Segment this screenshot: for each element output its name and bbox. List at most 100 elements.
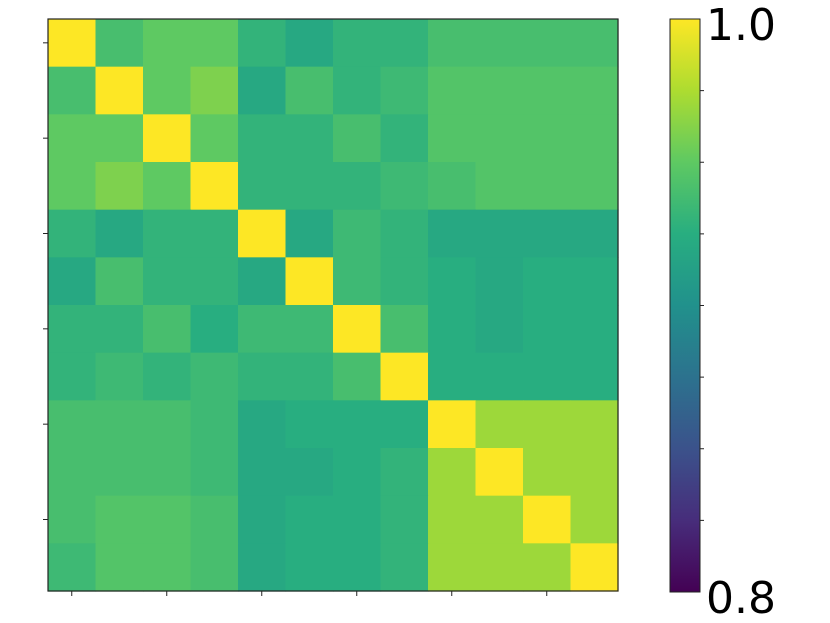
heatmap-cell (523, 352, 572, 401)
colorbar-ticks (700, 90, 704, 521)
heatmap-cell (285, 66, 334, 115)
heatmap-cell (333, 305, 382, 354)
heatmap-cell (570, 495, 619, 544)
heatmap-cell (143, 352, 192, 401)
heatmap-cell (190, 66, 239, 115)
heatmap-cell (143, 543, 192, 592)
heatmap-cell (48, 448, 97, 497)
heatmap-cell (523, 495, 572, 544)
heatmap-cell (285, 495, 334, 544)
heatmap-cell (570, 543, 619, 592)
heatmap-cell (380, 495, 429, 544)
heatmap-cell (238, 543, 287, 592)
heatmap-cell (48, 114, 97, 163)
heatmap-cell (143, 19, 192, 68)
heatmap-cell (523, 400, 572, 449)
heatmap-frame (47, 18, 619, 592)
heatmap-cell (523, 114, 572, 163)
heatmap-cell (238, 19, 287, 68)
heatmap-cell (475, 400, 524, 449)
heatmap-cell (143, 257, 192, 306)
heatmap-cell (523, 448, 572, 497)
heatmap-cell (238, 162, 287, 211)
heatmap-cell (523, 162, 572, 211)
heatmap-cell (428, 114, 477, 163)
heatmap-cell (333, 448, 382, 497)
colorbar (669, 18, 701, 593)
heatmap-cell (48, 209, 97, 258)
heatmap-cell (48, 257, 97, 306)
heatmap-cell (190, 543, 239, 592)
heatmap-cell (95, 257, 144, 306)
heatmap-ticks (43, 42, 548, 596)
heatmap-cell (238, 495, 287, 544)
heatmap-cell (48, 305, 97, 354)
heatmap-cell (333, 495, 382, 544)
heatmap-cell (48, 19, 97, 68)
heatmap-cell (95, 400, 144, 449)
heatmap-cell (570, 162, 619, 211)
heatmap-cell (143, 448, 192, 497)
heatmap-cell (285, 209, 334, 258)
heatmap-cell (380, 352, 429, 401)
heatmap-cell (380, 448, 429, 497)
heatmap-cell (570, 400, 619, 449)
heatmap-cell (190, 495, 239, 544)
heatmap-cell (333, 352, 382, 401)
heatmap-cell (285, 543, 334, 592)
heatmap-cell (475, 495, 524, 544)
heatmap-cell (285, 305, 334, 354)
heatmap-cell (48, 66, 97, 115)
heatmap-cell (238, 114, 287, 163)
heatmap-cell (48, 495, 97, 544)
heatmap-cell (428, 209, 477, 258)
heatmap-cell (333, 400, 382, 449)
heatmap-cell (48, 400, 97, 449)
heatmap-cell (238, 400, 287, 449)
heatmap-cell (523, 209, 572, 258)
heatmap-cell (475, 448, 524, 497)
heatmap-cell (380, 305, 429, 354)
heatmap-cell (95, 352, 144, 401)
heatmap-cell (475, 114, 524, 163)
heatmap-cell (428, 305, 477, 354)
heatmap-cell (95, 209, 144, 258)
heatmap-cell (428, 400, 477, 449)
heatmap-cell (570, 19, 619, 68)
heatmap-cell (380, 209, 429, 258)
heatmap-cell (380, 257, 429, 306)
heatmap-cell (333, 543, 382, 592)
heatmap-cell (475, 19, 524, 68)
heatmap-cell (190, 209, 239, 258)
heatmap-cell (95, 114, 144, 163)
heatmap-cell (333, 209, 382, 258)
heatmap-cell (380, 162, 429, 211)
heatmap-cell (95, 162, 144, 211)
heatmap-cell (380, 543, 429, 592)
heatmap-cell (95, 66, 144, 115)
heatmap-cell (190, 448, 239, 497)
heatmap-cell (428, 19, 477, 68)
heatmap-cell (190, 352, 239, 401)
heatmap-cell (143, 209, 192, 258)
heatmap-cell (48, 352, 97, 401)
heatmap-cell (285, 19, 334, 68)
heatmap-cell (95, 543, 144, 592)
heatmap-cell (190, 19, 239, 68)
heatmap-cell (190, 305, 239, 354)
heatmap-cell (380, 19, 429, 68)
heatmap-cell (95, 19, 144, 68)
colorbar-min-label: 0.8 (706, 573, 776, 623)
heatmap-cell (428, 162, 477, 211)
heatmap-cell (95, 495, 144, 544)
heatmap-cell (285, 352, 334, 401)
heatmap-cell (570, 257, 619, 306)
heatmap-cell (475, 543, 524, 592)
heatmap-cell (238, 257, 287, 306)
heatmap-cell (475, 66, 524, 115)
heatmap-cell (475, 257, 524, 306)
heatmap-cell (285, 162, 334, 211)
heatmap-cell (523, 543, 572, 592)
heatmap-cell (570, 448, 619, 497)
